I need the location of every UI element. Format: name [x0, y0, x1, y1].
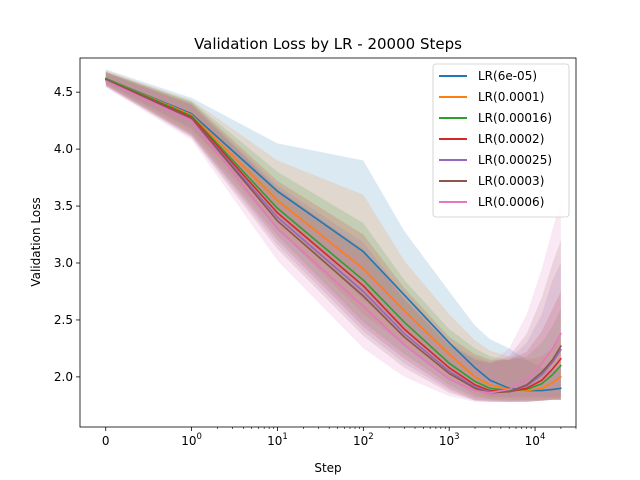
y-tick-label: 4.0: [54, 142, 73, 156]
chart-title: Validation Loss by LR - 20000 Steps: [194, 35, 462, 53]
x-tick-label: 103: [439, 432, 460, 448]
plot-frame: [79, 57, 577, 428]
line-series-5: [105, 78, 562, 393]
x-tick-label: 0: [102, 434, 110, 448]
legend-label: LR(6e-05): [478, 69, 537, 83]
x-axis-ticks: 0 100 101 102 103 104: [102, 427, 577, 448]
line-series-3: [105, 77, 562, 392]
y-tick-label: 2.0: [54, 370, 73, 384]
line-series-2: [105, 77, 562, 392]
legend-box: [432, 63, 570, 218]
line-series-4: [105, 78, 562, 393]
y-axis-ticks: 2.0 2.5 3.0 3.5 4.0 4.5: [54, 85, 80, 384]
legend-label: LR(0.0001): [478, 90, 544, 104]
legend-label: LR(0.0002): [478, 132, 544, 146]
legend-label: LR(0.0006): [478, 195, 544, 209]
legend-label: LR(0.00016): [478, 111, 552, 125]
series-lines: [105, 77, 562, 394]
y-tick-label: 3.5: [54, 199, 73, 213]
y-tick-label: 4.5: [54, 85, 73, 99]
x-axis-label: Step: [314, 461, 341, 475]
band-series-3: [105, 71, 561, 401]
x-tick-label: 102: [353, 432, 374, 448]
legend: LR(6e-05) LR(0.0001) LR(0.00016) LR(0.0002)…: [432, 63, 570, 218]
y-axis-label: Validation Loss: [29, 197, 43, 286]
band-series-4: [105, 71, 561, 402]
y-tick-label: 3.0: [54, 256, 73, 270]
line-series-6: [105, 78, 562, 394]
x-tick-label: 104: [525, 432, 546, 448]
legend-label: LR(0.0003): [478, 174, 544, 188]
line-series-1: [105, 77, 562, 392]
x-tick-label: 101: [267, 432, 288, 448]
x-tick-label: 100: [181, 432, 202, 448]
y-tick-label: 2.5: [54, 313, 73, 327]
legend-label: LR(0.00025): [478, 153, 552, 167]
line-series-7: [105, 80, 562, 394]
